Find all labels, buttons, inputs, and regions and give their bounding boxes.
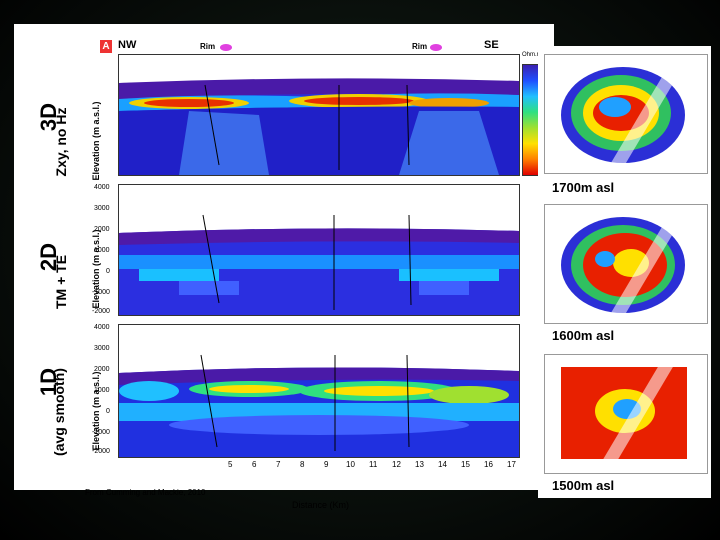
x-tick: 15 [461,460,470,469]
panel-tag-a: A [100,40,112,53]
x-tick: 17 [507,460,516,469]
y-tick: 4000 [94,184,110,191]
panel-3d-section [118,54,520,176]
panel-1d-sublabel: (avg smooth) [51,368,67,456]
depth-map-1500-graphic [545,355,707,473]
x-tick: 13 [415,460,424,469]
rim-label-right: Rim [412,42,428,51]
rim-label-left: Rim [200,42,216,51]
depth-map-1700-caption: 1700m asl [552,180,615,195]
depth-map-1700 [544,54,708,174]
y-tick: 3000 [94,345,110,352]
y-tick: 0 [106,268,110,275]
y-tick: -1000 [92,289,110,296]
x-tick: 9 [324,460,329,469]
y-tick: 2000 [94,226,110,233]
panel-2d-elevation-label: Elevation (m a.s.l.) [91,229,101,309]
depth-map-1600-graphic [545,205,707,323]
y-tick: 4000 [94,324,110,331]
x-tick: 11 [369,460,378,469]
x-tick: 7 [276,460,281,469]
panel-1d-graphic [119,325,519,457]
y-tick: 1000 [94,387,110,394]
nw-direction-label: NW [118,39,137,51]
x-tick: 6 [252,460,257,469]
panel-1d-section [118,324,520,458]
se-direction-label: SE [484,39,499,51]
figure-credit: From Cumming and Mackie, 2010 [85,488,206,497]
x-axis-label: Distance (Km) [292,500,350,510]
depth-slice-maps-column: 1700m asl 1600m asl 1500m asl [538,46,711,498]
y-tick: -2000 [92,308,110,315]
legend-title: Ohm.m [522,52,542,58]
rim-marker-right [430,44,442,51]
y-tick: 0 [106,408,110,415]
panel-3d-graphic [119,55,519,175]
x-tick: 12 [392,460,401,469]
x-tick: 8 [300,460,305,469]
panel-3d-sublabel: Zxy, no Hz [53,107,69,177]
depth-map-1600 [544,204,708,324]
y-tick: -2000 [92,448,110,455]
panel-2d-sublabel: TM + TE [53,254,69,310]
panel-1d-elevation-label: Elevation (m a.s.l.) [91,371,101,451]
depth-map-1500 [544,354,708,474]
rim-marker-left [220,44,232,51]
panel-2d-section [118,184,520,316]
depth-map-1600-caption: 1600m asl [552,328,615,343]
y-tick: 3000 [94,205,110,212]
x-tick: 14 [438,460,447,469]
resistivity-cross-sections-figure: 3D Zxy, no Hz Elevation (m a.s.l.) 2D TM… [14,24,554,510]
panel-3d-elevation-label: Elevation (m a.s.l.) [91,101,101,181]
depth-map-1700-graphic [545,55,707,173]
depth-map-1500-caption: 1500m asl [552,478,615,493]
y-tick: -1000 [92,429,110,436]
x-tick: 10 [346,460,355,469]
x-tick: 16 [484,460,493,469]
y-tick: 2000 [94,366,110,373]
y-tick: 1000 [94,247,110,254]
x-tick: 5 [228,460,233,469]
panel-2d-graphic [119,185,519,315]
